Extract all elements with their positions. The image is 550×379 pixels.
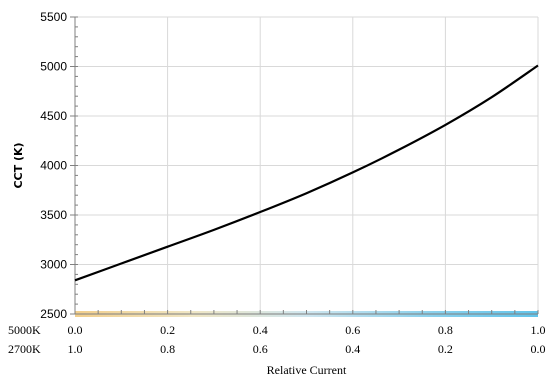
- series-line: [74, 64, 539, 282]
- y-axis-label: CCT (K): [12, 142, 25, 188]
- x-tick-label: 1.0: [68, 342, 83, 356]
- y-tick-label: 5000: [40, 60, 67, 74]
- x-tick-label: 0.0: [68, 323, 83, 337]
- y-tick-label: 3000: [40, 258, 67, 272]
- x-tick-label: 0.8: [160, 342, 175, 356]
- y-tick-label: 4000: [40, 159, 67, 173]
- axes: [70, 16, 539, 315]
- x-tick-label: 0.6: [345, 323, 360, 337]
- x-tick-label: 0.2: [438, 342, 453, 356]
- y-tick-labels: 2500 3000 3500 4000 4500 5000 5500: [40, 10, 67, 321]
- x-tick-label: 0.8: [438, 323, 453, 337]
- x-row-label: 5000K: [8, 323, 41, 337]
- x-row-label: 2700K: [8, 342, 41, 356]
- x-tick-label: 1.0: [531, 323, 546, 337]
- y-tick-label: 3500: [40, 208, 67, 222]
- y-tick-label: 4500: [40, 109, 67, 123]
- series-lines: [74, 64, 539, 282]
- y-tick-label: 2500: [40, 307, 67, 321]
- x-axis-rows: 5000K 0.0 0.2 0.4 0.6 0.8 1.0 2700K 1.0 0.8 0.6 0.4…: [8, 323, 546, 356]
- x-tick-label: 0.4: [253, 323, 268, 337]
- grid-lines: [75, 16, 539, 314]
- x-tick-label: 0.6: [253, 342, 268, 356]
- x-tick-label: 0.4: [345, 342, 360, 356]
- x-tick-label: 0.0: [531, 342, 546, 356]
- x-axis-label: Relative Current: [267, 363, 347, 377]
- y-tick-label: 5500: [40, 10, 67, 24]
- x-tick-label: 0.2: [160, 323, 175, 337]
